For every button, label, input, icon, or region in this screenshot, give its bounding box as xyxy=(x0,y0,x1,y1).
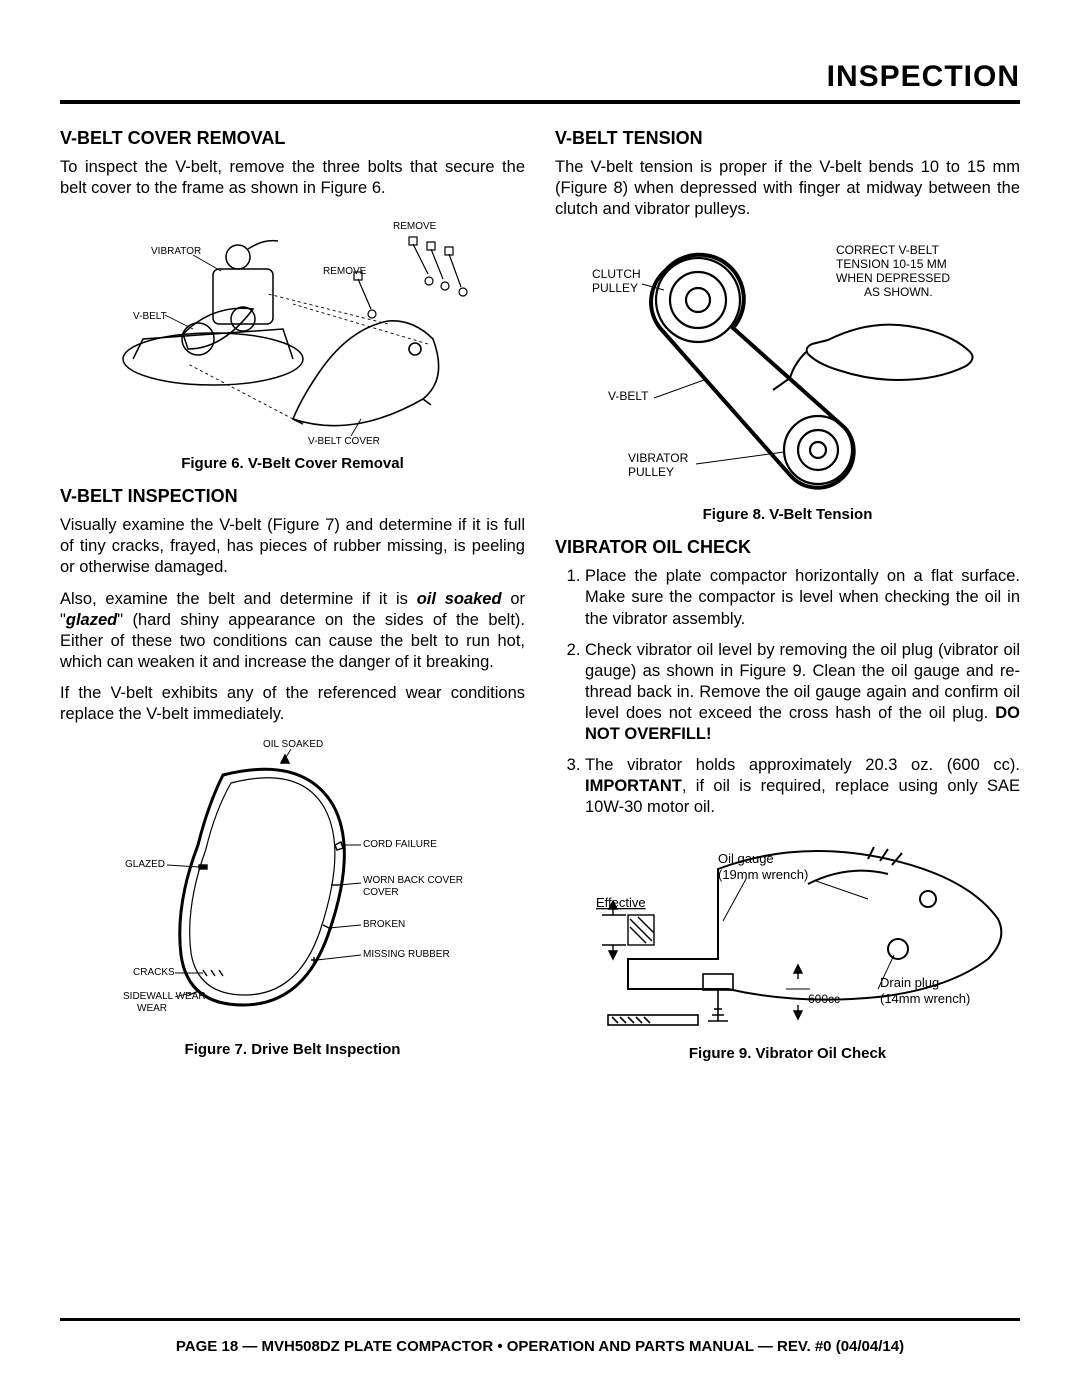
label-missing-rubber: MISSING RUBBER xyxy=(363,949,450,960)
text-p3a: Also, examine the belt and determine if … xyxy=(60,590,417,608)
figure-7: OIL SOAKED GLAZED CORD FAILURE WORN BACK… xyxy=(60,735,525,1035)
figure-8: CLUTCH PULLEY CORRECT V-BELT TENSION 10-… xyxy=(555,230,1020,500)
label-vbelt: V-BELT xyxy=(133,311,167,322)
heading-vibrator-oil: VIBRATOR OIL CHECK xyxy=(555,537,1020,558)
label-vbelt-cover: V-BELT COVER xyxy=(308,436,380,447)
text-oil-soaked: oil soaked xyxy=(417,590,502,608)
right-column: V-BELT TENSION The V-belt tension is pro… xyxy=(555,122,1020,1076)
fig9-caption: Figure 9. Vibrator Oil Check xyxy=(555,1045,1020,1062)
fig8-caption: Figure 8. V-Belt Tension xyxy=(555,506,1020,523)
vibrator-oil-steps: Place the plate compactor horizontally o… xyxy=(555,566,1020,818)
label-cracks: CRACKS xyxy=(133,967,175,978)
label-worn-back: WORN BACK COVER xyxy=(363,875,463,886)
label-vbelt-8: V-BELT xyxy=(608,389,649,403)
page-footer: PAGE 18 — MVH508DZ PLATE COMPACTOR • OPE… xyxy=(60,1338,1020,1355)
label-oil-gauge-1: Oil gauge xyxy=(718,851,774,866)
step-2a: Check vibrator oil level by removing the… xyxy=(585,641,1020,722)
paragraph-inspection-1: Visually examine the V-belt (Figure 7) a… xyxy=(60,515,525,578)
page-title: INSPECTION xyxy=(60,60,1020,94)
label-remove-2: REMOVE xyxy=(323,266,367,277)
label-correct-2: TENSION 10-15 MM xyxy=(836,257,947,271)
left-column: V-BELT COVER REMOVAL To inspect the V-be… xyxy=(60,122,525,1076)
label-drain-2: (14mm wrench) xyxy=(880,991,970,1006)
label-sidewall: SIDEWALL WEAR xyxy=(123,991,206,1002)
step-1: Place the plate compactor horizontally o… xyxy=(585,566,1020,629)
label-clutch-2: PULLEY xyxy=(592,281,638,295)
label-drain-1: Drain plug xyxy=(880,975,939,990)
fig6-caption: Figure 6. V-Belt Cover Removal xyxy=(60,455,525,472)
label-remove-1: REMOVE xyxy=(393,221,437,232)
paragraph-cover-removal: To inspect the V-belt, remove the three … xyxy=(60,157,525,199)
footer-rule xyxy=(60,1318,1020,1321)
step-3: The vibrator holds approximately 20.3 oz… xyxy=(585,755,1020,818)
heading-vbelt-tension: V-BELT TENSION xyxy=(555,128,1020,149)
paragraph-inspection-2: Also, examine the belt and determine if … xyxy=(60,589,525,673)
step-2: Check vibrator oil level by removing the… xyxy=(585,640,1020,746)
label-effective: Effective xyxy=(596,895,646,910)
label-clutch-1: CLUTCH xyxy=(592,267,641,281)
label-oil-soaked: OIL SOAKED xyxy=(263,739,323,750)
label-600cc: 600cc xyxy=(808,992,840,1006)
fig7-caption: Figure 7. Drive Belt Inspection xyxy=(60,1041,525,1058)
label-broken: BROKEN xyxy=(363,919,405,930)
two-column-layout: V-BELT COVER REMOVAL To inspect the V-be… xyxy=(60,122,1020,1076)
label-worn-back-2: COVER xyxy=(363,887,399,898)
label-vibpulley-1: VIBRATOR xyxy=(628,451,689,465)
label-correct-4: AS SHOWN. xyxy=(864,285,933,299)
label-correct-1: CORRECT V-BELT xyxy=(836,243,940,257)
figure-6: VIBRATOR V-BELT REMOVE REMOVE V-BELT COV… xyxy=(60,209,525,449)
label-sidewall-2: WEAR xyxy=(137,1003,167,1014)
heading-vbelt-cover-removal: V-BELT COVER REMOVAL xyxy=(60,128,525,149)
heading-vbelt-inspection: V-BELT INSPECTION xyxy=(60,486,525,507)
label-correct-3: WHEN DEPRESSED xyxy=(836,271,950,285)
label-vibpulley-2: PULLEY xyxy=(628,465,674,479)
label-cord-failure: CORD FAILURE xyxy=(363,839,437,850)
paragraph-tension: The V-belt tension is proper if the V-be… xyxy=(555,157,1020,220)
title-rule xyxy=(60,100,1020,104)
label-glazed: GLAZED xyxy=(125,859,165,870)
paragraph-inspection-3: If the V-belt exhibits any of the refere… xyxy=(60,683,525,725)
step-3b: IMPORTANT xyxy=(585,777,682,795)
text-p3e: " (hard shiny appearance on the sides of… xyxy=(60,611,525,671)
figure-9: Effective Oil gauge (19mm wrench) Drain … xyxy=(555,829,1020,1039)
label-oil-gauge-2: (19mm wrench) xyxy=(718,867,808,882)
text-glazed: glazed xyxy=(66,611,117,629)
step-3a: The vibrator holds approximately 20.3 oz… xyxy=(585,756,1020,774)
